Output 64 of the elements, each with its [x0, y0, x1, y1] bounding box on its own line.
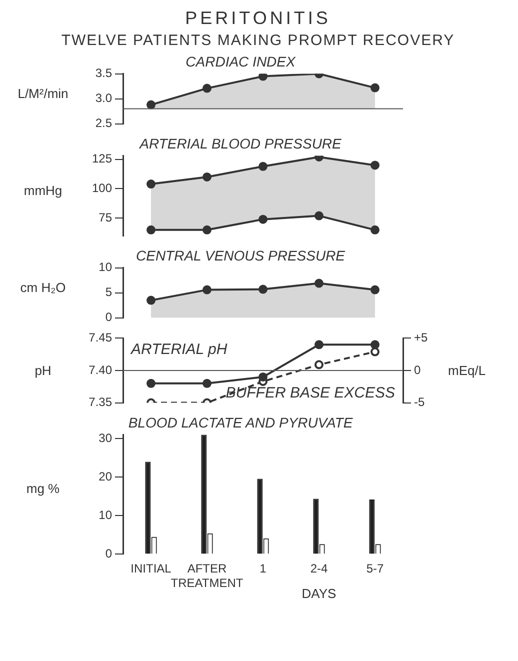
point	[146, 100, 156, 110]
x-tick-label: 5-7	[366, 562, 384, 576]
y-tick-label: 7.35	[88, 395, 112, 410]
x-tick-label: 1	[260, 562, 267, 576]
x-tick-label: 2-4	[310, 562, 328, 576]
y2-tick-label: -5	[414, 395, 425, 410]
point	[314, 211, 324, 220]
point	[370, 83, 380, 92]
point	[258, 162, 268, 171]
text: TWELVE PATIENTS MAKING PROMPT RECOVERY	[60, 32, 456, 49]
point	[258, 284, 268, 294]
y-axis-title: pH	[34, 362, 52, 380]
point	[202, 378, 212, 388]
point	[370, 340, 380, 350]
y-tick-label: 125	[92, 152, 112, 166]
text: PERITONITIS	[184, 8, 332, 29]
y-tick-label: 20	[98, 469, 112, 484]
point	[146, 225, 156, 234]
y-axis-title: mg %	[25, 480, 61, 498]
y-tick-label: 75	[98, 210, 112, 224]
series-label: ARTERIAL pH	[130, 340, 228, 358]
y-tick-label: 3.5	[95, 66, 112, 80]
y2-tick-label: +5	[414, 330, 428, 345]
y-tick-label: 10	[98, 260, 112, 274]
y-tick-label: 7.45	[88, 330, 112, 345]
point	[258, 74, 268, 81]
y2-tick-label: 0	[414, 362, 421, 377]
point	[202, 84, 212, 93]
x-tick-label: INITIAL	[130, 562, 172, 576]
x-tick-label: AFTER TREATMENT	[170, 562, 244, 590]
y-tick-label: 2.5	[95, 116, 112, 130]
y-tick-label: 0	[105, 546, 112, 561]
chart-title: CARDIAC INDEX	[186, 53, 296, 70]
y-tick-label: 5	[105, 285, 112, 300]
point	[314, 340, 324, 350]
y-tick-label: 10	[98, 508, 112, 522]
point	[314, 278, 324, 288]
y-tick-label: 30	[98, 430, 112, 445]
point	[202, 285, 212, 294]
y-axis-title: mmHg	[22, 182, 64, 200]
point	[258, 214, 268, 224]
point	[314, 360, 324, 370]
point	[370, 285, 380, 294]
y-axis-title: cm H₂O	[19, 278, 67, 296]
series-label: BUFFER BASE EXCESS	[226, 384, 395, 402]
point	[202, 172, 212, 182]
y-tick-label: 0	[105, 310, 112, 324]
point	[202, 225, 212, 234]
y-tick-label: 3.0	[95, 91, 112, 106]
point	[146, 378, 156, 388]
point	[258, 372, 268, 382]
point	[370, 347, 380, 356]
text: DAYS	[302, 586, 337, 602]
y-tick-label: 100	[92, 181, 112, 196]
y2-axis-title: mEq/L	[448, 362, 487, 380]
y-tick-label: 7.40	[88, 362, 112, 377]
point	[146, 180, 156, 189]
point	[146, 296, 156, 305]
chart-title: ARTERIAL BLOOD PRESSURE	[138, 135, 342, 152]
chart-title: BLOOD LACTATE AND PYRUVATE	[128, 414, 354, 430]
point	[370, 160, 380, 170]
y-axis-title: L/M²/min	[16, 84, 70, 102]
point	[370, 225, 380, 234]
chart-title: CENTRAL VENOUS PRESSURE	[136, 247, 346, 264]
